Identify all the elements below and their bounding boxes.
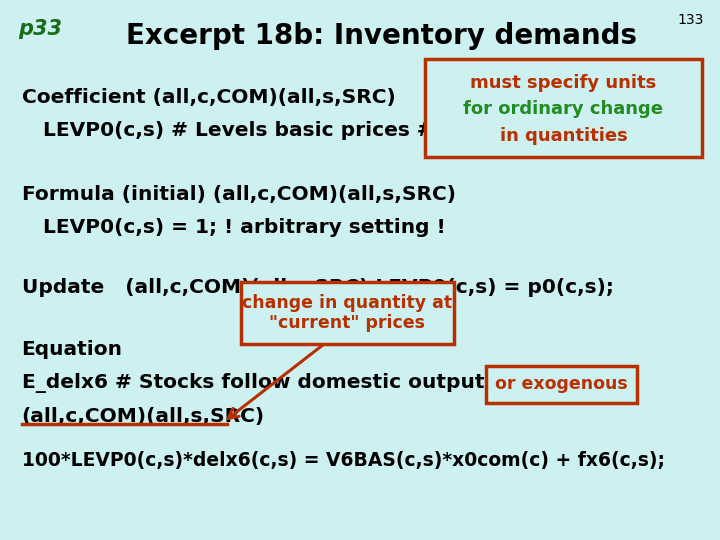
Text: for ordinary change: for ordinary change: [464, 100, 663, 118]
FancyBboxPatch shape: [241, 282, 454, 344]
Text: LEVP0(c,s) = 1; ! arbitrary setting !: LEVP0(c,s) = 1; ! arbitrary setting !: [22, 218, 446, 238]
Text: (all,c,COM)(all,s,SRC): (all,c,COM)(all,s,SRC): [22, 407, 265, 427]
Text: 133: 133: [678, 14, 704, 28]
Text: LEVP0(c,s) # Levels basic prices #;: LEVP0(c,s) # Levels basic prices #;: [22, 121, 441, 140]
FancyBboxPatch shape: [486, 366, 637, 403]
Text: E_delx6 # Stocks follow domestic output #: E_delx6 # Stocks follow domestic output …: [22, 373, 508, 394]
Text: must specify units: must specify units: [470, 73, 657, 92]
Text: Excerpt 18b: Inventory demands: Excerpt 18b: Inventory demands: [126, 22, 637, 50]
Text: Update   (all,c,COM)(all,s,SRC) LEVP0(c,s) = p0(c,s);: Update (all,c,COM)(all,s,SRC) LEVP0(c,s)…: [22, 278, 613, 297]
FancyBboxPatch shape: [425, 59, 702, 157]
Text: or exogenous: or exogenous: [495, 375, 628, 394]
Text: Coefficient (all,c,COM)(all,s,SRC): Coefficient (all,c,COM)(all,s,SRC): [22, 87, 395, 107]
Text: change in quantity at
"current" prices: change in quantity at "current" prices: [243, 294, 452, 332]
Text: 100*LEVP0(c,s)*delx6(c,s) = V6BAS(c,s)*x0com(c) + fx6(c,s);: 100*LEVP0(c,s)*delx6(c,s) = V6BAS(c,s)*x…: [22, 450, 665, 470]
Text: p33: p33: [18, 19, 62, 39]
Text: Formula (initial) (all,c,COM)(all,s,SRC): Formula (initial) (all,c,COM)(all,s,SRC): [22, 185, 456, 204]
Text: in quantities: in quantities: [500, 127, 627, 145]
Text: Equation: Equation: [22, 340, 122, 360]
